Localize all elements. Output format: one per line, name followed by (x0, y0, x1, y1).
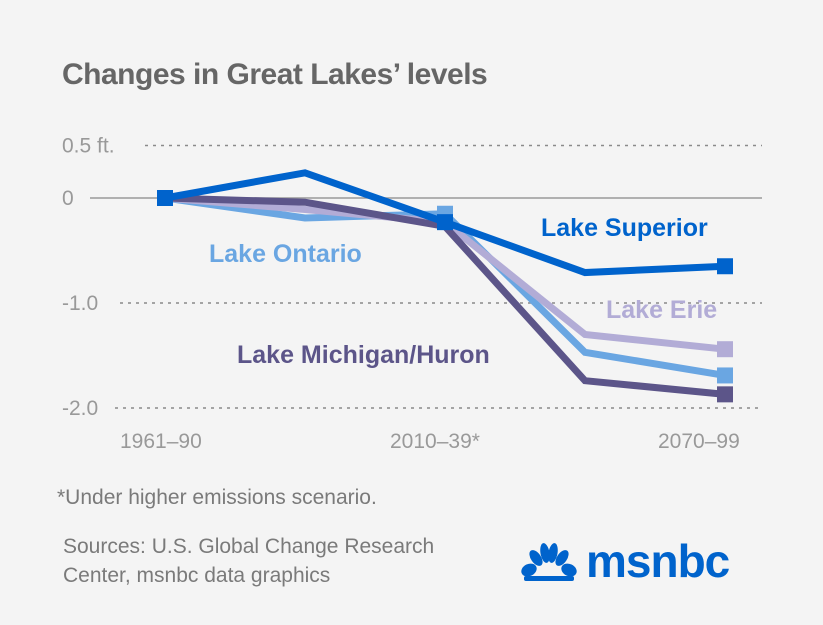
chart-title: Changes in Great Lakes’ levels (62, 58, 488, 91)
y-tick-label: -2.0 (62, 397, 98, 420)
sources-line-2: Center, msnbc data graphics (63, 564, 331, 587)
series-label-lake-superior: Lake Superior (541, 214, 708, 242)
sources-line-1: Sources: U.S. Global Change Research (63, 535, 435, 558)
sources: Sources: U.S. Global Change Research Cen… (63, 532, 434, 590)
data-marker (717, 258, 733, 275)
series-label-lake-ontario: Lake Ontario (209, 240, 362, 268)
x-tick-label: 1961–90 (120, 430, 202, 453)
y-tick-label: 0 (62, 187, 74, 210)
data-marker (717, 367, 733, 384)
series-label-lake-michigan-huron: Lake Michigan/Huron (237, 341, 490, 369)
data-marker (437, 214, 453, 231)
series-label-lake-erie: Lake Erie (606, 296, 717, 324)
y-tick-label: -1.0 (62, 292, 98, 315)
series-lines (157, 169, 733, 403)
msnbc-logo: msnbc (520, 535, 730, 587)
y-axis-ticks: 0.5 ft. 0 -1.0 -2.0 (62, 135, 115, 421)
data-marker (157, 190, 173, 206)
series-labels: Lake Superior Lake Ontario Lake Erie Lake M… (209, 214, 717, 369)
x-tick-label: 2010–39* (390, 430, 480, 453)
data-marker (717, 386, 733, 403)
data-marker (717, 341, 733, 358)
logo-text: msnbc (586, 535, 730, 587)
nbc-peacock-icon (521, 543, 577, 581)
x-tick-label: 2070–99 (658, 430, 740, 453)
x-axis-ticks: 1961–90 2010–39* 2070–99 (120, 430, 740, 453)
y-tick-label: 0.5 ft. (62, 135, 115, 158)
footnote: *Under higher emissions scenario. (57, 486, 377, 509)
